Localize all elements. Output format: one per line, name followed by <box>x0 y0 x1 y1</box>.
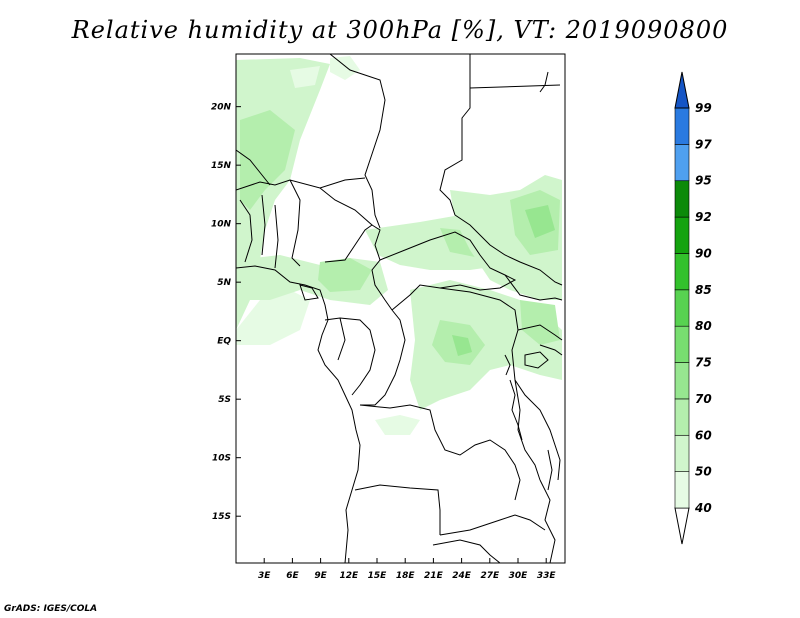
colorbar-segment <box>674 107 690 145</box>
colorbar-label: 60 <box>695 428 712 442</box>
colorbar-label: 70 <box>695 392 712 406</box>
lon-tick-label: 30E <box>509 571 529 581</box>
colorbar-segment <box>674 144 690 182</box>
longitude-axis: 3E 6E 9E 12E 15E 18E 21E 24E 27E 30E 33E <box>258 558 556 581</box>
map-frame <box>235 53 566 564</box>
lat-tick-label: 10N <box>211 220 232 230</box>
lon-tick-label: 9E <box>314 571 327 581</box>
colorbar-label: 40 <box>694 501 712 515</box>
colorbar-segment <box>674 434 690 472</box>
colorbar-upper-triangle <box>674 71 690 109</box>
lon-tick-label: 27E <box>480 571 500 581</box>
colorbar-label: 99 <box>695 101 712 115</box>
colorbar-label: 50 <box>695 465 712 479</box>
lon-tick-label: 21E <box>424 571 444 581</box>
colorbar-label: 92 <box>695 210 712 224</box>
lat-tick-label: EQ <box>217 337 231 347</box>
colorbar-label: 90 <box>695 246 712 260</box>
lon-tick-label: 24E <box>452 571 472 581</box>
colorbar-segment <box>674 325 690 363</box>
colorbar-segment <box>674 471 690 509</box>
colorbar-label: 95 <box>695 174 712 188</box>
colorbar-segment <box>674 398 690 436</box>
lon-tick-label: 33E <box>537 571 557 581</box>
lat-tick-label: 20N <box>211 103 232 113</box>
colorbar-legend: 40 50 60 70 75 80 85 90 92 95 97 99 <box>674 71 712 545</box>
lat-tick-label: 15S <box>212 512 231 522</box>
lon-tick-label: 3E <box>258 571 271 581</box>
map-title: Relative humidity at 300hPa [%], VT: 201… <box>71 16 729 44</box>
humidity-shading <box>236 56 562 435</box>
colorbar-label: 75 <box>695 356 712 370</box>
lat-tick-label: 10S <box>212 454 231 464</box>
lon-tick-label: 6E <box>286 571 299 581</box>
lat-tick-label: 5N <box>217 278 231 288</box>
lat-tick-label: 5S <box>218 395 231 405</box>
grads-credit: GrADS: IGES/COLA <box>4 604 98 614</box>
latitude-axis: 20N 15N 10N 5N EQ 5S 10S 15S <box>211 103 241 522</box>
lon-tick-label: 12E <box>339 571 359 581</box>
colorbar-segment <box>674 362 690 400</box>
colorbar-segment <box>674 289 690 327</box>
colorbar-label: 80 <box>695 319 712 333</box>
country-borders <box>236 54 563 563</box>
lon-tick-label: 18E <box>396 571 416 581</box>
colorbar-lower-triangle <box>674 507 690 545</box>
colorbar-segment <box>674 180 690 218</box>
colorbar-segment <box>674 216 690 254</box>
colorbar-label: 85 <box>695 283 712 297</box>
colorbar-label: 97 <box>695 137 712 151</box>
lat-tick-label: 15N <box>211 161 232 171</box>
colorbar-segment <box>674 253 690 291</box>
lon-tick-label: 15E <box>368 571 388 581</box>
